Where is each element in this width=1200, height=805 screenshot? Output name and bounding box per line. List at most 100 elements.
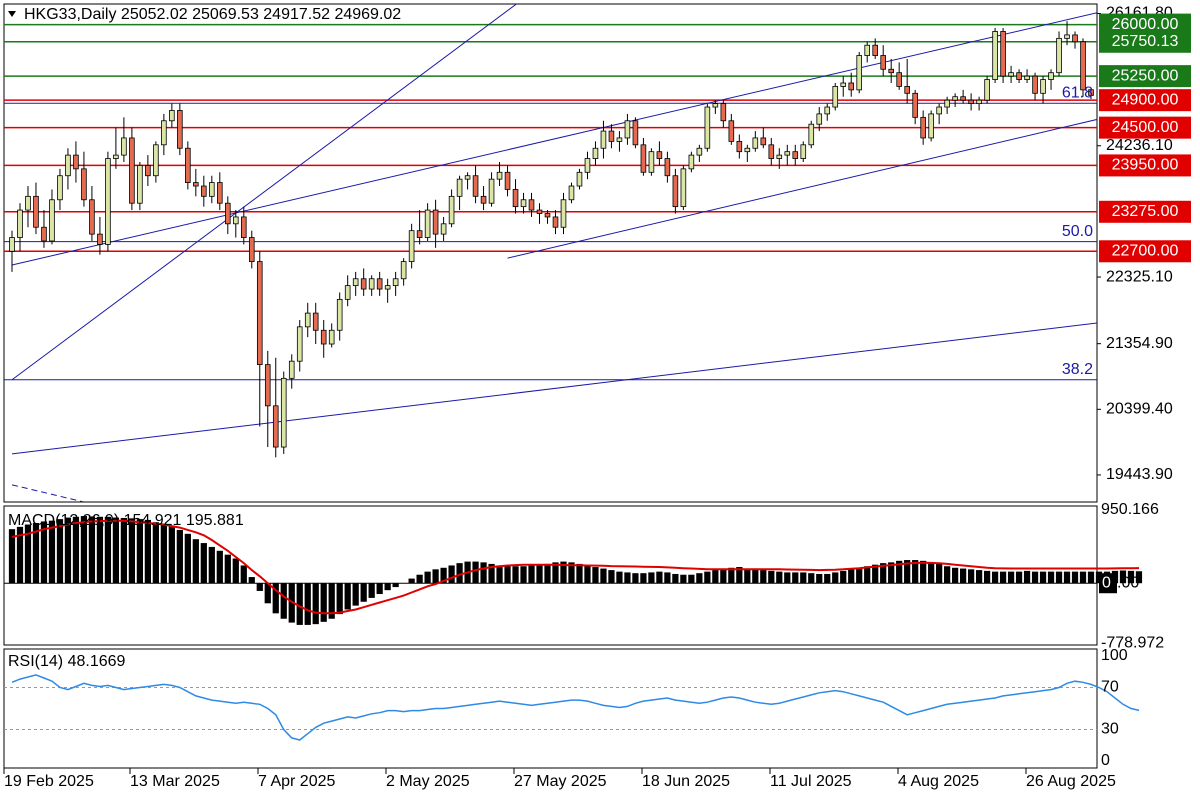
candle[interactable] [177,103,183,156]
candle[interactable] [688,151,695,173]
candle[interactable] [800,141,807,162]
trendline[interactable] [11,0,1179,266]
candle[interactable] [832,82,839,111]
candle[interactable] [536,203,543,224]
candle[interactable] [728,113,735,145]
candle[interactable] [1080,38,1086,97]
candle[interactable] [664,151,671,183]
candle[interactable] [408,223,415,269]
candle[interactable] [928,110,934,142]
candle[interactable] [624,113,631,145]
candle[interactable] [824,103,831,121]
candle[interactable] [952,93,958,108]
candle[interactable] [224,196,231,235]
candle[interactable] [600,120,607,159]
candle[interactable] [944,96,950,114]
candle[interactable] [217,172,223,211]
triangle-down-icon[interactable] [8,11,16,17]
candle[interactable] [584,151,591,180]
candle[interactable] [312,302,319,345]
candle[interactable] [392,271,399,296]
candle[interactable] [1064,21,1070,46]
candle[interactable] [552,210,559,235]
candle[interactable] [792,144,799,166]
candle[interactable] [1024,69,1030,83]
candle[interactable] [768,137,775,166]
candle[interactable] [232,210,239,238]
trendline[interactable] [507,100,1179,259]
candle[interactable] [280,371,287,454]
candle[interactable] [384,278,391,303]
candle[interactable] [784,144,791,166]
candle[interactable] [320,319,327,358]
candle[interactable] [328,323,335,348]
candle[interactable] [288,354,295,389]
candle[interactable] [145,155,151,187]
candle[interactable] [840,76,847,97]
candle[interactable] [360,268,367,296]
candle[interactable] [856,52,863,94]
candle[interactable] [17,203,23,252]
candle[interactable] [89,186,95,241]
candle[interactable] [480,186,487,211]
candle[interactable] [105,151,111,252]
candle[interactable] [912,89,918,125]
candle[interactable] [568,182,575,204]
candle[interactable] [520,192,527,214]
candle[interactable] [400,258,407,286]
candle[interactable] [137,161,143,211]
candle[interactable] [201,175,207,207]
candle[interactable] [256,251,263,427]
candle[interactable] [432,199,439,248]
candle[interactable] [608,124,615,149]
candle[interactable] [992,28,998,83]
candle[interactable] [193,168,199,197]
candle[interactable] [864,41,871,63]
candle[interactable] [73,141,79,183]
price-panel[interactable] [3,3,1098,503]
candle[interactable] [57,168,63,211]
candle[interactable] [304,302,311,338]
candle[interactable] [1016,69,1022,83]
candle[interactable] [592,141,599,166]
candle[interactable] [113,127,119,169]
candle[interactable] [616,131,623,152]
candle[interactable] [368,275,375,296]
candle[interactable] [121,117,127,162]
candle[interactable] [416,210,423,245]
candle[interactable] [904,58,910,104]
candle[interactable] [472,165,479,204]
candle[interactable] [352,271,359,296]
candle[interactable] [464,172,471,190]
candle[interactable] [896,62,902,90]
candle[interactable] [816,107,823,132]
candle[interactable] [65,148,71,190]
candle[interactable] [424,203,431,241]
candle[interactable] [264,350,271,448]
candle[interactable] [752,131,759,152]
candle[interactable] [936,103,942,125]
candle[interactable] [448,189,455,228]
trendline[interactable] [11,484,85,502]
candle[interactable] [872,38,878,59]
candle[interactable] [33,182,39,235]
candle[interactable] [632,117,639,149]
candle[interactable] [1008,65,1014,83]
candle[interactable] [960,89,966,104]
candle[interactable] [880,45,886,77]
candle[interactable] [1032,72,1038,101]
candle[interactable] [560,192,567,235]
candle[interactable] [1040,76,1046,104]
candle[interactable] [81,151,87,207]
candle[interactable] [496,161,503,187]
candle[interactable] [272,357,279,458]
candle[interactable] [776,148,783,169]
candle[interactable] [209,175,215,204]
candle[interactable] [1088,88,1094,99]
candle[interactable] [9,230,15,272]
rsi-panel[interactable] [3,648,1098,769]
candle[interactable] [1072,31,1078,49]
candle[interactable] [848,72,855,97]
